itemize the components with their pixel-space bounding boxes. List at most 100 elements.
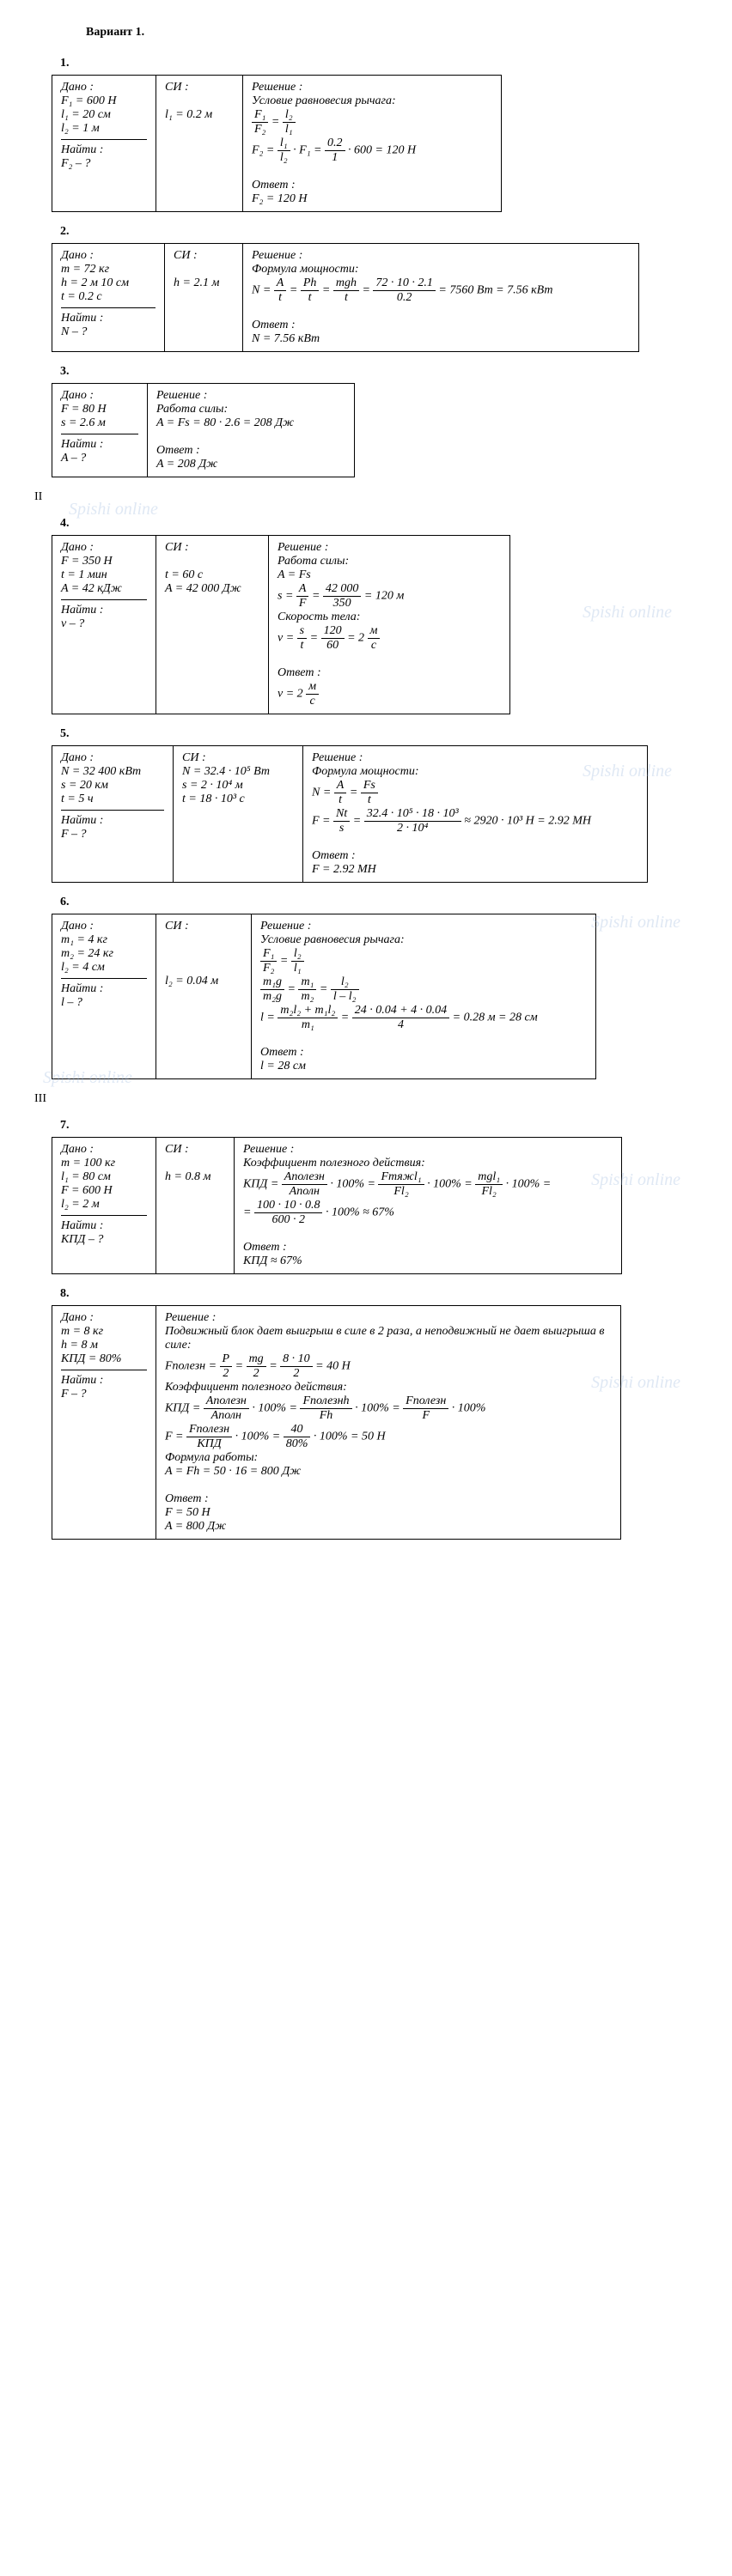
dano-line: m₁ = 4 кг bbox=[61, 933, 147, 947]
dano-line: N = 32 400 кВт bbox=[61, 765, 164, 779]
dano-line: КПД = 80% bbox=[61, 1352, 147, 1366]
si-line: l₁ = 0.2 м bbox=[165, 108, 234, 122]
resh-label: Решение : bbox=[278, 541, 501, 555]
equation: s = AF = 42 000350 = 120 м bbox=[278, 582, 501, 611]
si-line: l₂ = 0.04 м bbox=[165, 975, 242, 988]
watermark: Spishi online bbox=[583, 603, 672, 623]
dano-line: F = 600 Н bbox=[61, 1184, 147, 1198]
problem-table-2: Дано : m = 72 кг h = 2 м 10 см t = 0.2 с… bbox=[52, 243, 639, 352]
resh-label: Решение : bbox=[156, 389, 345, 403]
dano-line: l₂ = 1 м bbox=[61, 122, 147, 136]
dano-line: s = 2.6 м bbox=[61, 416, 138, 430]
si-line: N = 32.4 · 10⁵ Вт bbox=[182, 765, 294, 779]
nayti-line: l – ? bbox=[61, 996, 147, 1010]
equation: F₁F₂ = l₂l₁ bbox=[260, 947, 587, 975]
nayti-label: Найти : bbox=[61, 143, 147, 157]
nayti-label: Найти : bbox=[61, 814, 164, 828]
otvet-label: Ответ : bbox=[252, 179, 492, 192]
dano-line: h = 2 м 10 см bbox=[61, 276, 156, 290]
nayti-line: v – ? bbox=[61, 617, 147, 631]
dano-line: t = 1 мин bbox=[61, 568, 147, 582]
si-line: h = 2.1 м bbox=[174, 276, 234, 290]
section-label: II bbox=[34, 490, 698, 504]
nayti-line: КПД – ? bbox=[61, 1233, 147, 1247]
otvet-label: Ответ : bbox=[252, 319, 630, 332]
problem-number: 5. bbox=[60, 727, 698, 741]
intro-text: Подвижный блок дает выигрыш в силе в 2 р… bbox=[165, 1325, 612, 1352]
nayti-label: Найти : bbox=[61, 1219, 147, 1233]
equation: A = Fs = 80 · 2.6 = 208 Дж bbox=[156, 416, 345, 430]
dano-line: l₂ = 4 см bbox=[61, 961, 147, 975]
nayti-line: N – ? bbox=[61, 325, 156, 339]
si-line: t = 18 · 10³ с bbox=[182, 793, 294, 806]
resh-label: Решение : bbox=[243, 1143, 613, 1157]
dano-line: l₁ = 20 см bbox=[61, 108, 147, 122]
dano-line: A = 42 кДж bbox=[61, 582, 147, 596]
otvet: F₂ = 120 Н bbox=[252, 192, 492, 206]
si-label: СИ : bbox=[182, 751, 294, 765]
otvet-label: Ответ : bbox=[243, 1241, 613, 1255]
variant-title: Вариант 1. bbox=[86, 26, 698, 39]
equation: = 100 · 10 · 0.8600 · 2 · 100% ≈ 67% bbox=[243, 1199, 613, 1227]
dano-label: Дано : bbox=[61, 81, 147, 94]
otvet: F = 50 Н bbox=[165, 1506, 612, 1520]
otvet-label: Ответ : bbox=[278, 666, 501, 680]
resh-label: Решение : bbox=[252, 249, 630, 263]
otvet-label: Ответ : bbox=[156, 444, 345, 458]
dano-line: t = 5 ч bbox=[61, 793, 164, 806]
nayti-line: A – ? bbox=[61, 452, 138, 465]
nayti-line: F₂ – ? bbox=[61, 157, 147, 171]
otvet: A = 208 Дж bbox=[156, 458, 345, 471]
resh-label: Решение : bbox=[312, 751, 638, 765]
otvet: F = 2.92 МН bbox=[312, 863, 638, 877]
si-line: h = 0.8 м bbox=[165, 1170, 225, 1184]
dano-label: Дано : bbox=[61, 1143, 147, 1157]
nayti-label: Найти : bbox=[61, 312, 156, 325]
problem-table-6: Дано : m₁ = 4 кг m₂ = 24 кг l₂ = 4 см На… bbox=[52, 914, 596, 1079]
resh-title: Формула мощности: bbox=[252, 263, 630, 276]
problem-table-3: Дано : F = 80 Н s = 2.6 м Найти : A – ? … bbox=[52, 383, 355, 477]
problem-table-4: Дано : F = 350 Н t = 1 мин A = 42 кДж На… bbox=[52, 535, 510, 714]
equation: N = At = Pht = mght = 72 · 10 · 2.10.2 =… bbox=[252, 276, 630, 305]
otvet: КПД ≈ 67% bbox=[243, 1255, 613, 1268]
resh-title: Формула работы: bbox=[165, 1451, 612, 1465]
problem-number: 2. bbox=[60, 225, 698, 239]
dano-label: Дано : bbox=[61, 920, 147, 933]
equation: F₂ = l₁l₂ · F₁ = 0.21 · 600 = 120 Н bbox=[252, 137, 492, 165]
problem-number: 1. bbox=[60, 57, 698, 70]
dano-line: m = 72 кг bbox=[61, 263, 156, 276]
si-line: t = 60 с bbox=[165, 568, 259, 582]
otvet-label: Ответ : bbox=[260, 1046, 587, 1060]
equation: F = FполезнКПД · 100% = 4080% · 100% = 5… bbox=[165, 1423, 612, 1451]
resh-label: Решение : bbox=[260, 920, 587, 933]
dano-label: Дано : bbox=[61, 1311, 147, 1325]
resh-title: Скорость тела: bbox=[278, 611, 501, 624]
problem-table-7: Дано : m = 100 кг l₁ = 80 см F = 600 Н l… bbox=[52, 1137, 622, 1274]
dano-label: Дано : bbox=[61, 751, 164, 765]
problem-table-5: Дано : N = 32 400 кВт s = 20 км t = 5 ч … bbox=[52, 745, 648, 883]
resh-title: Формула мощности: bbox=[312, 765, 638, 779]
resh-title: Коэффициент полезного действия: bbox=[165, 1381, 612, 1394]
dano-line: m = 100 кг bbox=[61, 1157, 147, 1170]
otvet: l = 28 см bbox=[260, 1060, 587, 1073]
problem-number: 4. bbox=[60, 517, 698, 531]
si-label: СИ : bbox=[165, 541, 259, 555]
dano-line: F₁ = 600 Н bbox=[61, 94, 147, 108]
equation: A = Fs bbox=[278, 568, 501, 582]
section-label: III bbox=[34, 1092, 698, 1106]
equation: F = Nts = 32.4 · 10⁵ · 18 · 10³2 · 10⁴ ≈… bbox=[312, 807, 638, 835]
otvet: A = 800 Дж bbox=[165, 1520, 612, 1534]
problem-table-8: Дано : m = 8 кг h = 8 м КПД = 80% Найти … bbox=[52, 1305, 621, 1540]
si-label: СИ : bbox=[174, 249, 234, 263]
problem-number: 8. bbox=[60, 1287, 698, 1301]
resh-label: Решение : bbox=[165, 1311, 612, 1325]
otvet: N = 7.56 кВт bbox=[252, 332, 630, 346]
nayti-label: Найти : bbox=[61, 438, 138, 452]
dano-line: m₂ = 24 кг bbox=[61, 947, 147, 961]
resh-title: Условие равновесия рычага: bbox=[260, 933, 587, 947]
dano-line: l₁ = 80 см bbox=[61, 1170, 147, 1184]
nayti-line: F – ? bbox=[61, 828, 164, 841]
resh-label: Решение : bbox=[252, 81, 492, 94]
dano-line: l₂ = 2 м bbox=[61, 1198, 147, 1212]
watermark: Spishi online bbox=[591, 913, 680, 933]
